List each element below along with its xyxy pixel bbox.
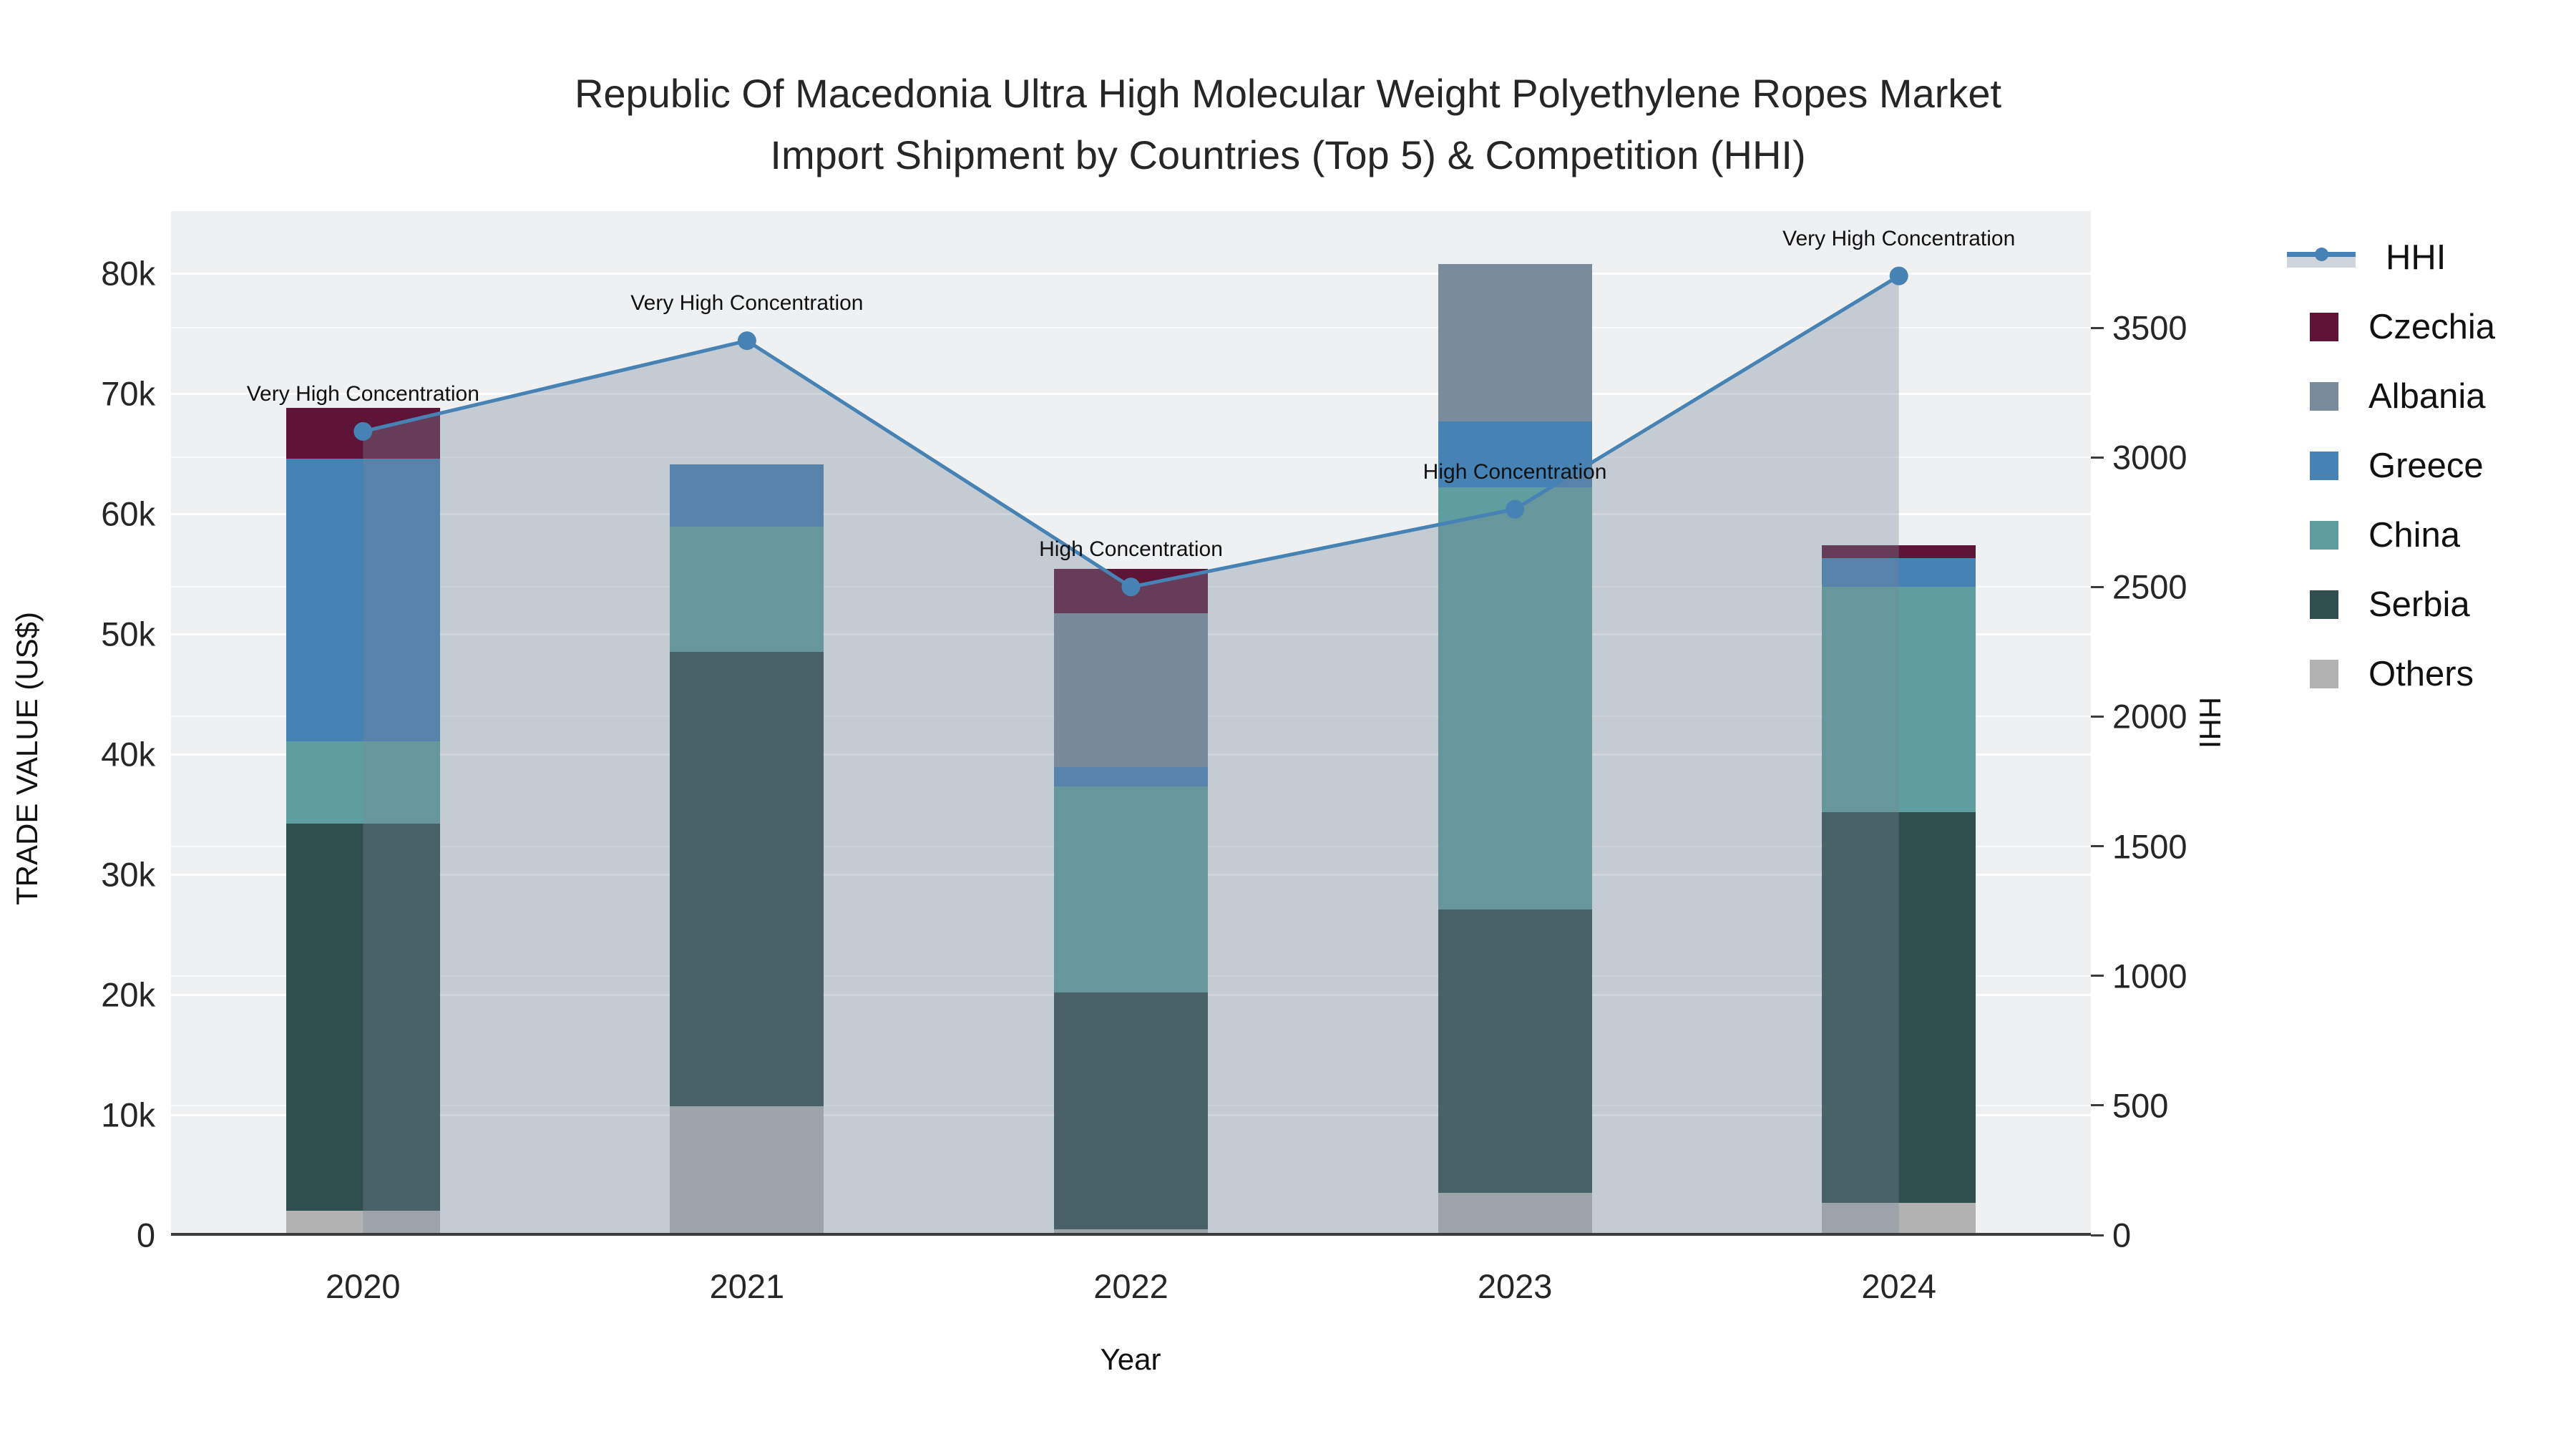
legend-item-serbia[interactable]: Serbia [2287,576,2470,633]
x-tick-2020: 2020 [326,1267,401,1305]
chart-title-line2: Import Shipment by Countries (Top 5) & C… [770,132,1806,177]
y-right-tickmark-3500 [2091,326,2104,329]
y-left-tick-10k: 10k [101,1096,155,1134]
bar-2021-others [670,1106,824,1235]
hhi-point-2024 [1889,266,1908,286]
y-right-tickmark-500 [2091,1104,2104,1107]
bar-2021-serbia [670,652,824,1107]
legend-swatch-icon [2310,521,2338,550]
bar-2022-czechia [1054,569,1208,614]
y-right-tickmark-0 [2091,1234,2104,1236]
legend-label: Albania [2368,377,2486,416]
bar-2023-albania [1438,263,1592,421]
hhi-line-swatch-icon [2287,243,2356,272]
bar-2022-china [1054,786,1208,992]
y-left-tick-0: 0 [136,1216,155,1254]
y-right-tickmark-1500 [2091,845,2104,848]
legend-swatch-icon [2310,313,2338,341]
gridline-hhi-3500 [171,327,2091,329]
y-left-tick-30k: 30k [101,855,155,894]
x-axis-line [171,1233,2091,1236]
legend-label: HHI [2386,238,2446,277]
bar-2022-others [1054,1229,1208,1235]
y-right-tickmark-3000 [2091,456,2104,459]
legend-swatch-icon [2310,660,2338,688]
x-tick-2022: 2022 [1093,1267,1169,1305]
y-right-tick-2500: 2500 [2112,567,2187,606]
legend-label: Czechia [2368,308,2496,346]
y-axis-title-right: HHI [2193,696,2227,749]
chart-title-line1: Republic Of Macedonia Ultra High Molecul… [574,71,2002,116]
legend-label: Greece [2368,447,2484,485]
legend-swatch-icon [2310,382,2338,411]
legend-label: China [2368,516,2461,555]
bar-2020-others [286,1211,440,1235]
annotation-2024: Very High Concentration [1782,226,2016,250]
bar-2023-others [1438,1193,1592,1235]
x-axis-title: Year [1100,1342,1161,1376]
bar-2022-serbia [1054,992,1208,1229]
legend-item-others[interactable]: Others [2287,645,2474,703]
y-right-tick-500: 500 [2112,1086,2169,1125]
annotation-2022: High Concentration [1039,537,1223,562]
annotation-2020: Very High Concentration [246,381,479,406]
legend-item-china[interactable]: China [2287,507,2460,564]
bar-2022-greece [1054,767,1208,787]
legend-label: Others [2368,655,2474,693]
gridline-80000 [171,272,2091,275]
y-right-tick-3500: 3500 [2112,308,2187,347]
bar-2024-greece [1822,558,1976,587]
y-right-tickmark-2000 [2091,715,2104,718]
y-right-tickmark-2500 [2091,585,2104,588]
legend-swatch-icon [2310,590,2338,619]
y-left-tick-80k: 80k [101,254,155,293]
legend-item-czechia[interactable]: Czechia [2287,298,2495,356]
bar-2023-serbia [1438,909,1592,1194]
y-right-tick-1500: 1500 [2112,827,2187,866]
bar-2020-czechia [286,408,440,459]
bar-2024-china [1822,587,1976,812]
y-left-tick-70k: 70k [101,374,155,413]
annotation-2021: Very High Concentration [630,291,864,316]
bar-2020-china [286,741,440,824]
bar-2024-others [1822,1202,1976,1235]
bar-2020-greece [286,458,440,741]
y-left-tick-40k: 40k [101,735,155,774]
y-left-tick-60k: 60k [101,494,155,533]
y-right-tickmark-1000 [2091,975,2104,977]
legend-item-hhi[interactable]: HHI [2287,229,2446,286]
hhi-point-2021 [737,331,756,351]
x-tick-2021: 2021 [709,1267,785,1305]
bar-2022-albania [1054,613,1208,768]
y-right-tick-3000: 3000 [2112,438,2187,477]
bar-2020-serbia [286,824,440,1211]
y-left-tick-20k: 20k [101,975,155,1014]
x-tick-2023: 2023 [1477,1267,1553,1305]
y-axis-title-left: TRADE VALUE (US$) [10,612,44,905]
x-tick-2024: 2024 [1861,1267,1936,1305]
y-right-tick-1000: 1000 [2112,957,2187,995]
plot-area[interactable]: Very High Concentration Very High Concent… [171,211,2091,1235]
bar-2024-serbia [1822,811,1976,1203]
bar-2024-czechia [1822,545,1976,559]
y-left-tick-50k: 50k [101,615,155,653]
y-right-tick-0: 0 [2112,1216,2132,1254]
legend-item-albania[interactable]: Albania [2287,368,2485,425]
gridline-60000 [171,512,2091,515]
legend-label: Serbia [2368,585,2470,624]
y-right-tick-2000: 2000 [2112,697,2187,736]
legend-swatch-icon [2310,452,2338,480]
bar-2021-china [670,527,824,653]
gridline-hhi-3000 [171,457,2091,459]
bar-2021-greece [670,464,824,527]
annotation-2023: High Concentration [1423,459,1607,484]
legend-item-greece[interactable]: Greece [2287,437,2484,494]
bar-2023-china [1438,487,1592,909]
